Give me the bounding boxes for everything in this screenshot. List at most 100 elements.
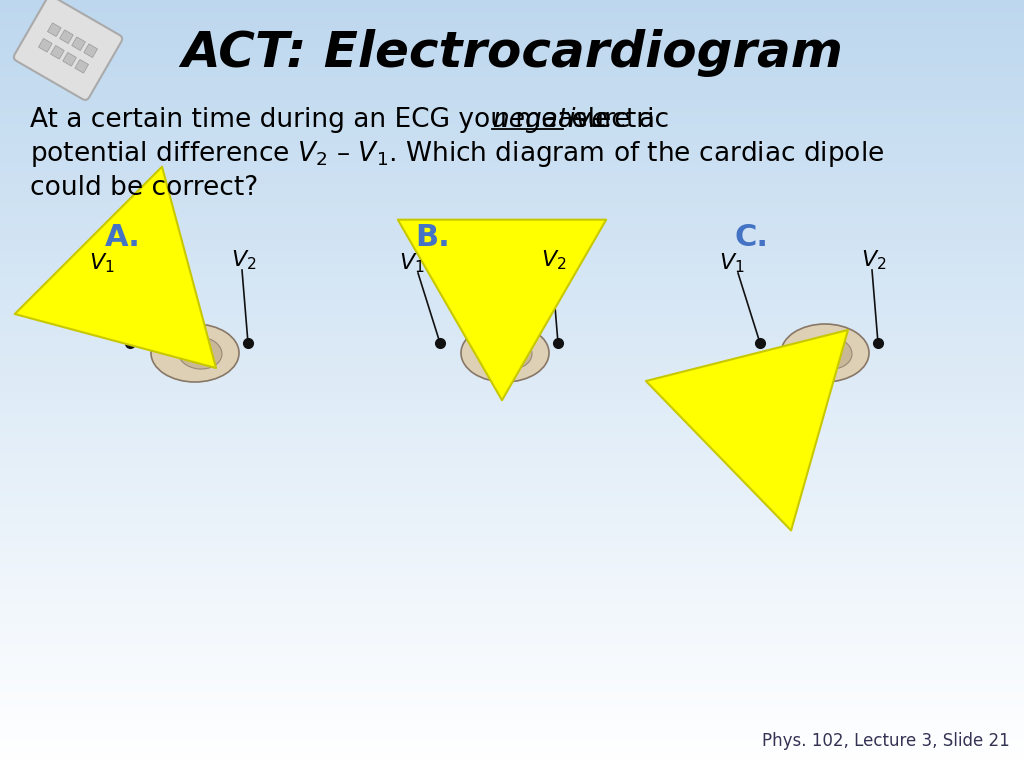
Bar [0,644,1024,647]
Bar [0,485,1024,489]
Bar [0,78,1024,82]
Bar [0,564,1024,568]
Bar [0,376,1024,379]
Bar [0,693,1024,697]
Bar [0,101,1024,105]
Bar [0,150,1024,154]
Text: $\mathit{V}_2$: $\mathit{V}_2$ [542,248,566,272]
Bar [0,207,1024,210]
Bar [0,426,1024,430]
Bar [0,664,1024,668]
Bar [0,273,1024,276]
Bar [0,506,1024,509]
Bar [0,222,1024,225]
Bar [0,641,1024,645]
Bar [0,388,1024,392]
Bar [0,232,1024,236]
Bar [39,38,52,52]
Bar [0,280,1024,284]
Bar [0,2,1024,5]
Bar [0,746,1024,750]
Bar [0,708,1024,712]
Bar [0,245,1024,248]
Bar [0,186,1024,190]
Bar [0,416,1024,420]
Bar [0,731,1024,735]
Bar [0,737,1024,740]
Bar [0,468,1024,471]
Ellipse shape [781,324,869,382]
Bar [0,639,1024,643]
Bar [0,217,1024,220]
Bar [0,134,1024,138]
Bar [0,729,1024,732]
Ellipse shape [185,342,207,360]
Bar [0,713,1024,717]
Bar [0,414,1024,417]
Bar [0,524,1024,528]
Text: $\mathit{V}_1$: $\mathit{V}_1$ [399,251,425,275]
Bar [0,531,1024,535]
Bar [0,48,1024,51]
Bar [0,99,1024,102]
Text: $\mathit{V}_2$: $\mathit{V}_2$ [231,248,257,272]
Bar [0,40,1024,44]
Bar [0,493,1024,497]
Bar [0,204,1024,207]
Bar [0,588,1024,591]
Bar [0,357,1024,361]
Bar [0,432,1024,435]
Bar [0,145,1024,148]
Bar [0,401,1024,405]
Bar [0,176,1024,179]
Bar [0,255,1024,259]
Bar [0,608,1024,612]
Bar [0,278,1024,282]
Bar [0,475,1024,478]
Text: A.: A. [105,223,141,253]
Bar [0,122,1024,125]
Bar [0,411,1024,415]
Bar [0,718,1024,722]
Bar [0,547,1024,551]
Bar [0,624,1024,627]
Bar [0,667,1024,670]
Bar [50,45,65,59]
Bar [0,19,1024,23]
Bar [0,58,1024,61]
Bar [0,677,1024,681]
Bar [0,572,1024,576]
Bar [0,76,1024,79]
Bar [0,219,1024,223]
Bar [0,311,1024,315]
Bar [0,654,1024,658]
Bar [0,578,1024,581]
Bar [62,52,77,66]
Bar [0,442,1024,445]
Text: could be correct?: could be correct? [30,175,258,201]
Bar [0,73,1024,77]
Bar [0,180,1024,184]
Bar [0,27,1024,31]
Text: $\mathit{V}_1$: $\mathit{V}_1$ [89,251,115,275]
Bar [0,322,1024,325]
Bar [0,480,1024,484]
Bar [0,81,1024,84]
Bar [0,4,1024,8]
Bar [75,59,88,73]
Bar [0,483,1024,486]
Bar [0,0,1024,2]
Bar [0,309,1024,313]
Bar [0,557,1024,561]
FancyBboxPatch shape [14,0,122,100]
Text: $\mathit{V}_2$: $\mathit{V}_2$ [861,248,887,272]
Bar [0,752,1024,755]
Bar [0,733,1024,737]
Bar [0,349,1024,353]
Bar [0,12,1024,15]
Bar [0,470,1024,474]
Bar [0,419,1024,422]
Ellipse shape [495,342,517,360]
Bar [0,237,1024,240]
Bar [0,462,1024,466]
